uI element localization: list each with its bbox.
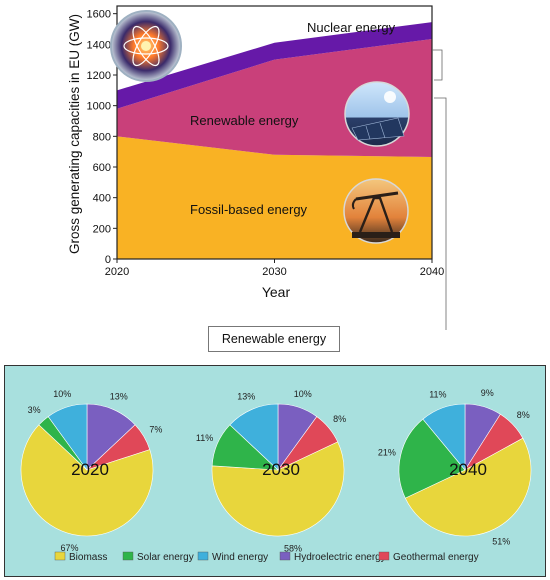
series-label-nuclear: Nuclear energy (307, 20, 396, 35)
y-tick-label: 1600 (87, 9, 111, 21)
renewable-pie-panel: 13% 7% 67% 3% 10% 2020 10% 8% 58% 11% 13% 2030 9% 8% 5… (4, 365, 546, 577)
nuclear-atom-icon (110, 10, 182, 82)
pie-slice-biomass (20, 424, 154, 537)
legend-item: Solar energy (122, 551, 194, 563)
pie-data-label: 8% (517, 410, 530, 420)
x-tick-label: 2030 (262, 266, 286, 278)
y-axis-label: Gross generating capacities in EU (GW) (67, 14, 82, 254)
pie-data-label: 11% (429, 390, 446, 400)
solar-panel-icon (344, 81, 410, 147)
callout-label: Renewable energy (221, 332, 327, 346)
pie-data-label: 13% (110, 392, 128, 402)
legend-swatch (122, 551, 134, 561)
renewable-callout-box: Renewable energy (208, 326, 340, 352)
pie-2030: 10% 8% 58% 11% 13% 2030 (196, 389, 346, 554)
pie-slice-wind-energy (422, 403, 466, 471)
y-tick-label: 400 (93, 193, 111, 205)
pie-slice-biomass (404, 437, 532, 537)
y-tick-label: 1200 (87, 70, 111, 82)
pie-data-label: 67% (61, 543, 79, 553)
legend-label: Geothermal energy (393, 552, 479, 563)
pie-year-label: 2040 (449, 460, 487, 479)
pie-2040: 9% 8% 51% 21% 11% 2040 (378, 388, 532, 546)
y-tick-label: 0 (105, 254, 111, 266)
y-tick-label: 200 (93, 223, 111, 235)
legend-item: Hydroelectric energy (279, 551, 386, 563)
pie-data-label: 58% (284, 544, 302, 554)
pie-slice-wind-energy (47, 403, 88, 471)
pie-data-label: 21% (378, 448, 396, 458)
pie-charts: 13% 7% 67% 3% 10% 2020 10% 8% 58% 11% 13% 2030 9% 8% 5… (20, 388, 532, 563)
pie-data-label: 3% (28, 405, 41, 415)
pie-2020: 13% 7% 67% 3% 10% 2020 (20, 389, 162, 553)
area-series-2 (117, 22, 432, 109)
pie-data-label: 51% (492, 536, 510, 546)
pie-year-label: 2020 (71, 460, 109, 479)
y-tick-label: 800 (93, 131, 111, 143)
legend: Biomass Solar energy Wind energy Hydroelect… (54, 551, 479, 563)
y-tick-label: 600 (93, 162, 111, 174)
legend-label: Solar energy (137, 552, 194, 563)
y-tick-label: 1000 (87, 101, 111, 113)
pie-data-label: 8% (333, 414, 346, 424)
legend-item: Biomass (54, 551, 107, 563)
legend-swatch (54, 551, 66, 561)
pie-data-label: 11% (196, 433, 213, 443)
pie-slice-biomass (211, 441, 345, 537)
x-axis-label: Year (262, 284, 291, 300)
pie-slice-solar-energy (398, 418, 466, 499)
oil-pump-icon (343, 178, 409, 244)
callout-connector (432, 49, 447, 330)
x-tick-label: 2040 (420, 266, 444, 278)
pie-data-label: 7% (149, 424, 162, 434)
legend-item: Wind energy (197, 551, 268, 563)
y-tick-label: 1400 (87, 39, 111, 51)
legend-swatch (378, 551, 390, 561)
pie-slice-wind-energy (229, 403, 279, 471)
series-label-fossil: Fossil-based energy (190, 202, 308, 217)
legend-label: Wind energy (212, 552, 268, 563)
pie-year-label: 2030 (262, 460, 300, 479)
pie-data-label: 10% (294, 389, 312, 399)
pie-data-label: 13% (237, 392, 255, 402)
x-tick-label: 2020 (105, 266, 129, 278)
area-chart: 0 200 400 600 800 1000 1200 1400 1600 2020 2030 204… (67, 5, 447, 330)
legend-label: Biomass (69, 552, 107, 563)
legend-item: Geothermal energy (378, 551, 479, 563)
legend-swatch (197, 551, 209, 561)
series-label-renewable: Renewable energy (190, 113, 299, 128)
legend-swatch (279, 551, 291, 561)
pie-data-label: 9% (481, 388, 494, 398)
legend-label: Hydroelectric energy (294, 552, 386, 563)
pie-data-label: 10% (53, 389, 71, 399)
